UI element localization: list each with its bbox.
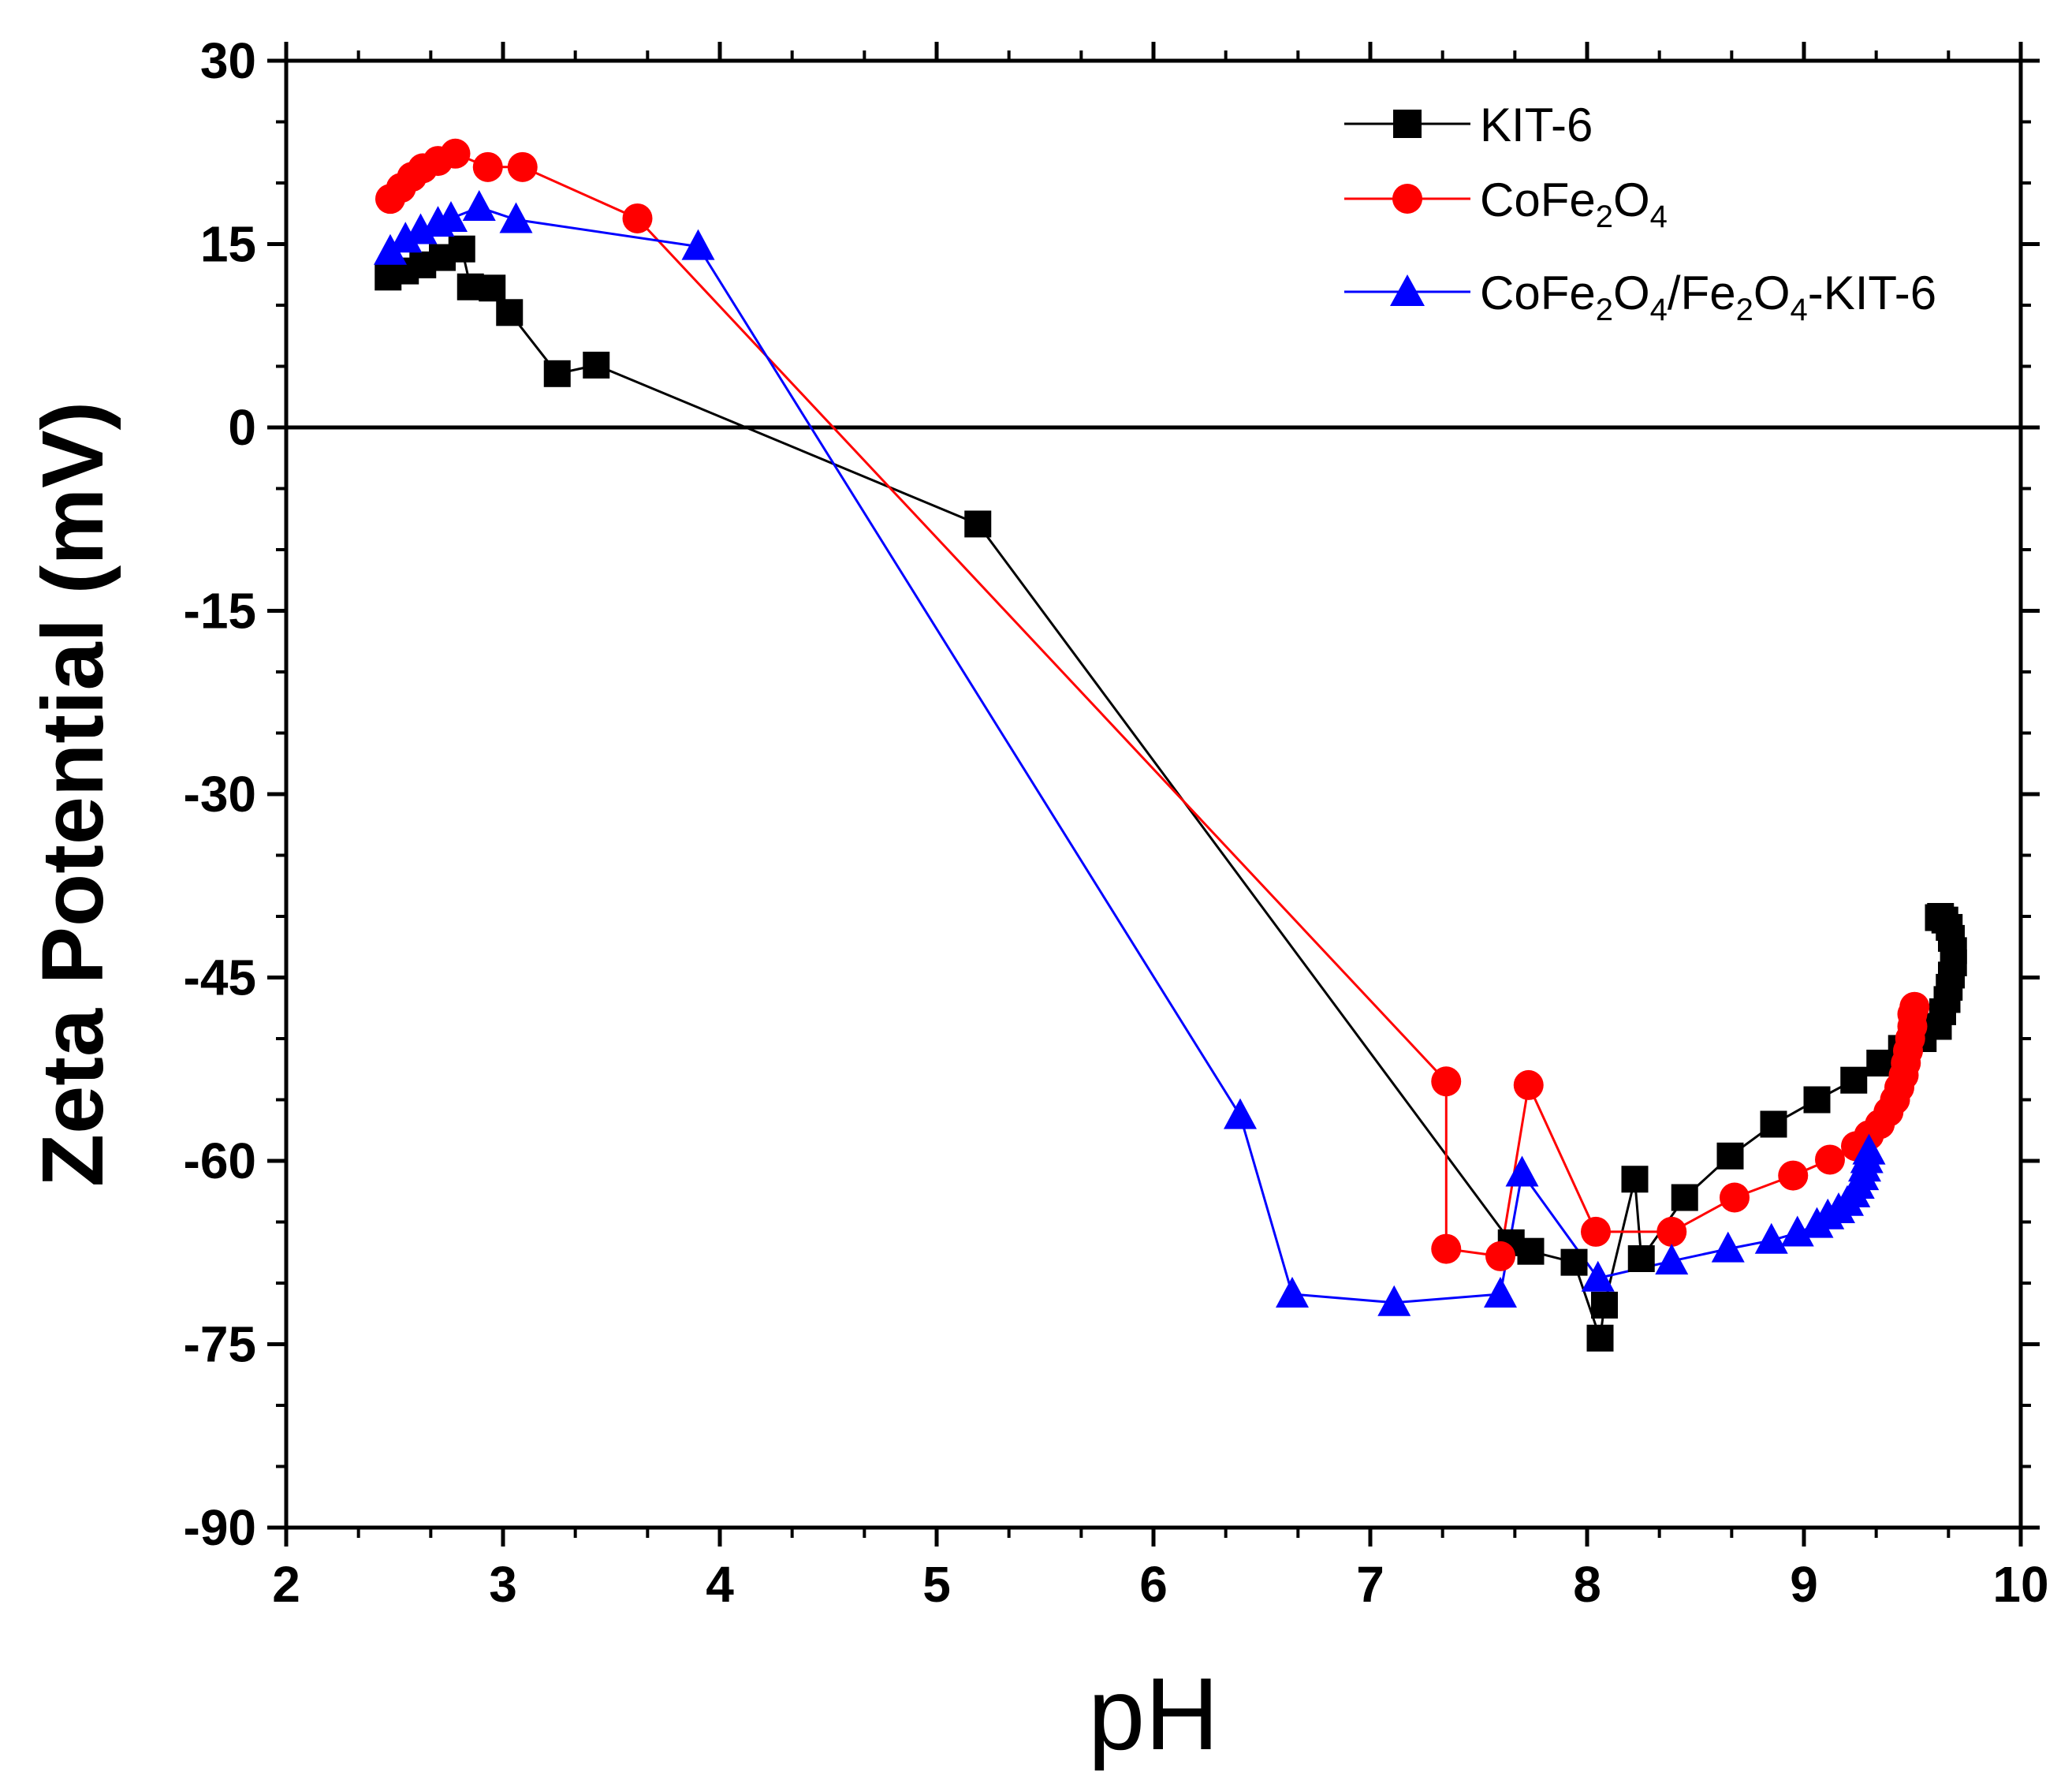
data-point-kit-6 [1840,1066,1868,1094]
y-tick-label: 30 [200,32,256,89]
data-point-cofe2o4-fe2o4-kit-6 [1224,1098,1257,1129]
data-point-cofe2o4-fe2o4-kit-6 [499,202,533,233]
data-point-cofe2o4-fe2o4-kit-6 [1780,1215,1814,1247]
data-point-kit-6 [1560,1248,1588,1276]
x-tick-label: 2 [272,1556,300,1613]
y-tick-label: 0 [228,399,256,456]
data-point-cofe2o4 [1485,1241,1515,1271]
data-point-cofe2o4 [440,138,471,169]
data-point-kit-6 [1621,1166,1649,1193]
data-point-cofe2o4-fe2o4-kit-6 [1754,1222,1788,1254]
data-point-cofe2o4-fe2o4-kit-6 [1484,1276,1517,1308]
data-point-kit-6 [1803,1086,1831,1114]
data-point-cofe2o4-fe2o4-kit-6 [681,229,715,260]
x-tick-label: 4 [706,1556,734,1613]
data-point-cofe2o4-fe2o4-kit-6 [389,222,423,253]
data-point-kit-6 [479,274,506,302]
legend-marker-cofe2o4 [1392,184,1422,214]
x-tick-label: 10 [1992,1556,2048,1613]
data-point-kit-6 [964,510,992,538]
y-tick-labels: 30 15 0 -15 -30 -45 -60 -75 -90 [184,32,257,1556]
y-tick-label: -30 [184,766,257,823]
y-tick-label: -60 [184,1132,257,1189]
data-point-kit-6 [583,351,610,379]
y-tick-label: -15 [184,583,257,640]
data-point-cofe2o4 [472,151,503,182]
data-point-cofe2o4-fe2o4-kit-6 [1711,1231,1745,1263]
data-point-cofe2o4-fe2o4-kit-6 [1377,1285,1411,1316]
data-point-cofe2o4-fe2o4-kit-6 [1276,1276,1309,1308]
legend: KIT-6 CoFe2O4 CoFe2O4/Fe2O4-KIT-6 [1344,99,1936,327]
series-markers [374,138,1967,1352]
data-point-cofe2o4-fe2o4-kit-6 [374,233,407,265]
data-point-cofe2o4 [1431,1066,1462,1097]
x-tick-label: 7 [1356,1556,1384,1613]
data-point-kit-6 [543,360,571,387]
legend-label-kit6: KIT-6 [1480,99,1593,151]
x-tick-label: 8 [1573,1556,1601,1613]
y-tick-label: -75 [184,1316,257,1373]
data-point-cofe2o4 [1581,1216,1611,1247]
data-point-cofe2o4 [507,151,538,182]
y-tick-label: 15 [200,216,256,273]
x-tick-labels: 2 3 4 5 6 7 8 9 10 [272,1556,2048,1613]
y-axis-title: Zeta Potential (mV) [24,401,121,1187]
data-point-cofe2o4 [1513,1069,1544,1100]
x-tick-label: 9 [1790,1556,1818,1613]
x-axis-title: pH [1088,1656,1219,1771]
data-point-kit-6 [496,299,524,326]
y-tick-label: -45 [184,950,257,1006]
axis-ticks [267,42,2040,1547]
data-point-kit-6 [1627,1245,1655,1272]
data-point-cofe2o4-fe2o4-kit-6 [462,190,496,221]
data-point-cofe2o4 [1656,1216,1687,1247]
data-point-kit-6 [1591,1291,1618,1319]
legend-label-composite: CoFe2O4/Fe2O4-KIT-6 [1480,267,1936,327]
legend-marker-composite [1390,274,1425,306]
data-point-kit-6 [1760,1110,1787,1138]
data-point-kit-6 [1517,1237,1545,1265]
series-line-kit-6 [387,247,1955,1339]
data-point-cofe2o4 [1431,1233,1462,1264]
data-point-kit-6 [1671,1184,1698,1211]
data-point-cofe2o4-fe2o4-kit-6 [1581,1260,1615,1292]
data-point-cofe2o4 [1899,991,1930,1022]
legend-label-cofe2o4: CoFe2O4 [1480,173,1668,234]
data-point-cofe2o4 [1815,1144,1845,1175]
data-point-kit-6 [1586,1324,1614,1352]
x-tick-label: 5 [922,1556,951,1613]
data-point-kit-6 [1925,904,1952,931]
data-point-cofe2o4 [1720,1182,1750,1213]
data-point-kit-6 [1716,1142,1744,1170]
legend-marker-kit6 [1393,110,1422,138]
data-point-cofe2o4-fe2o4-kit-6 [1852,1133,1886,1165]
data-point-cofe2o4 [622,203,653,233]
data-point-cofe2o4-fe2o4-kit-6 [1655,1244,1689,1275]
data-point-cofe2o4 [1778,1160,1809,1191]
x-tick-label: 6 [1139,1556,1168,1613]
data-point-kit-6 [448,235,475,263]
y-tick-label: -90 [184,1499,257,1556]
data-point-cofe2o4-fe2o4-kit-6 [434,200,468,232]
data-point-cofe2o4-fe2o4-kit-6 [1505,1155,1539,1187]
x-tick-label: 3 [489,1556,517,1613]
